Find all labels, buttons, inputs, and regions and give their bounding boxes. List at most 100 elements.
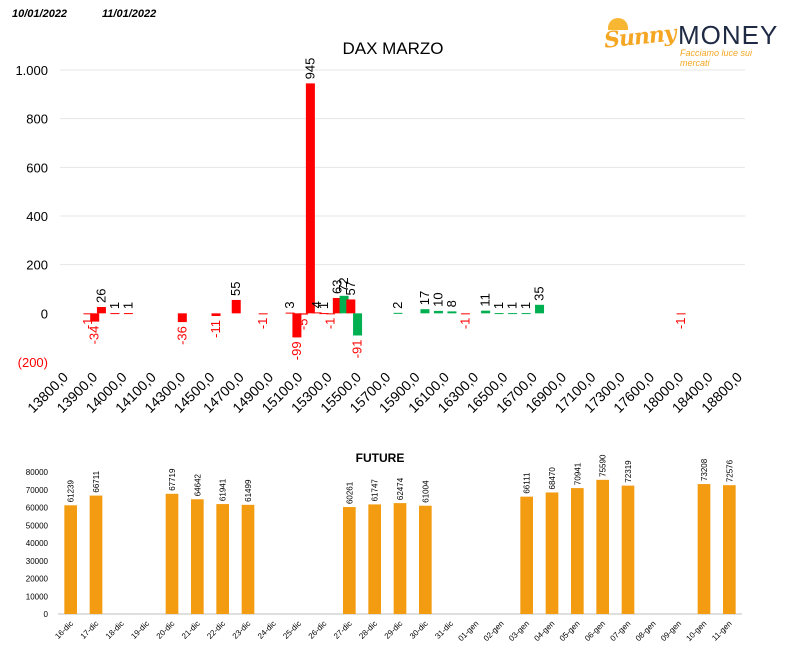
sun-icon <box>608 18 628 30</box>
date-label-1: 10/01/2022 <box>12 8 68 20</box>
data-label: 66711 <box>92 470 101 492</box>
bar <box>368 504 381 614</box>
data-label: 61239 <box>67 480 76 503</box>
data-label: 4 <box>309 301 324 308</box>
data-label: 72 <box>336 277 351 291</box>
data-label: -11 <box>208 320 223 338</box>
future-volume-chart: FUTURE 0 10000 20000 30000 40000 50000 60000 70… <box>26 451 742 643</box>
data-label: -91 <box>350 339 365 358</box>
bar <box>535 304 545 314</box>
data-label: 70941 <box>573 462 582 485</box>
x-tick-label: 20-dic <box>155 619 177 641</box>
data-label: 57 <box>343 281 358 295</box>
bar <box>494 313 504 315</box>
bar <box>545 492 559 614</box>
data-label: 61499 <box>244 479 253 502</box>
bar <box>165 493 179 614</box>
bar <box>346 299 356 314</box>
y-tick-label: 40000 <box>26 539 49 548</box>
data-label: -1 <box>673 318 688 330</box>
bar <box>520 496 533 614</box>
x-tick-label: 24-dic <box>256 619 278 641</box>
x-tick-label: 18-dic <box>104 619 126 641</box>
data-label: 55 <box>228 281 243 295</box>
data-label: 1 <box>518 302 533 309</box>
bar <box>508 313 518 315</box>
x-tick-label: 29-dic <box>383 619 405 641</box>
bar <box>447 311 457 314</box>
x-tick-label: 10-gen <box>684 619 708 643</box>
x-tick-label: 07-gen <box>608 619 632 643</box>
x-tick-label: 16-dic <box>53 619 75 641</box>
data-label: 1 <box>316 302 331 309</box>
bar <box>723 485 736 614</box>
data-label: 61004 <box>421 480 430 503</box>
y-tick-label: 20000 <box>26 575 49 584</box>
chart-title: FUTURE <box>356 451 405 465</box>
sunny-money-logo: Sunny MONEY Facciamo luce sui mercati <box>602 18 782 68</box>
bar <box>64 505 77 614</box>
data-label: -1 <box>255 318 270 330</box>
data-label: 60261 <box>345 481 354 504</box>
bar <box>89 495 103 614</box>
bar <box>305 83 315 314</box>
bar <box>343 507 356 614</box>
data-label: 61941 <box>219 478 228 501</box>
data-label: 72319 <box>624 460 633 483</box>
bar <box>177 313 187 323</box>
chart-title: DAX MARZO <box>342 39 443 58</box>
data-label: 2 <box>390 302 405 309</box>
data-label: 68470 <box>548 467 557 490</box>
data-label: 73208 <box>700 458 709 481</box>
x-tick-label: 30-dic <box>408 619 430 641</box>
x-tick-label: 05-gen <box>558 619 582 643</box>
data-label: -34 <box>87 326 102 345</box>
data-label: 8 <box>444 300 459 307</box>
logo-tagline: Facciamo luce sui mercati <box>680 48 753 68</box>
y-tick-label: 50000 <box>26 521 49 530</box>
data-label: 63 <box>329 280 344 294</box>
data-label: -1 <box>323 318 338 330</box>
bar <box>521 313 531 315</box>
data-label: 1 <box>120 302 135 309</box>
data-label: 1 <box>491 302 506 309</box>
bar <box>258 313 268 315</box>
data-label: 64642 <box>193 473 202 496</box>
y-tick-label: 400 <box>26 209 48 224</box>
data-label: 72576 <box>725 459 734 482</box>
x-tick-label: 02-gen <box>482 619 506 643</box>
y-tick-label: 1.000 <box>15 63 48 78</box>
bar <box>319 313 329 315</box>
bar <box>481 310 491 314</box>
y-tick-label: 200 <box>26 258 48 273</box>
data-label: -99 <box>289 341 304 360</box>
data-label: -5 <box>296 319 311 331</box>
y-tick-label: (200) <box>18 355 48 370</box>
bar <box>83 313 93 315</box>
x-tick-label: 08-gen <box>634 619 658 643</box>
bar <box>191 499 204 614</box>
y-tick-label: 0 <box>44 610 49 619</box>
bar <box>420 309 430 314</box>
bar <box>231 299 241 314</box>
y-tick-label: 0 <box>41 306 48 321</box>
bar <box>292 313 302 338</box>
bar <box>326 313 336 315</box>
bar <box>110 313 120 315</box>
bar <box>676 313 686 315</box>
bar <box>241 504 255 614</box>
bar <box>312 312 322 314</box>
x-tick-label: 26-dic <box>307 619 329 641</box>
dax-marzo-chart: DAX MARZO (200)02004006008001.00013800,0… <box>15 39 745 416</box>
date-label-2: 11/01/2022 <box>102 8 157 20</box>
x-tick-label: 21-dic <box>180 619 202 641</box>
bar <box>339 295 349 314</box>
bar <box>285 312 295 314</box>
bar <box>419 505 432 614</box>
data-label: -36 <box>174 326 189 345</box>
bar <box>571 488 584 614</box>
y-tick-label: 800 <box>26 112 48 127</box>
x-tick-label: 09-gen <box>659 619 683 643</box>
x-tick-label: 11-gen <box>710 619 734 643</box>
data-label: 1 <box>505 302 520 309</box>
